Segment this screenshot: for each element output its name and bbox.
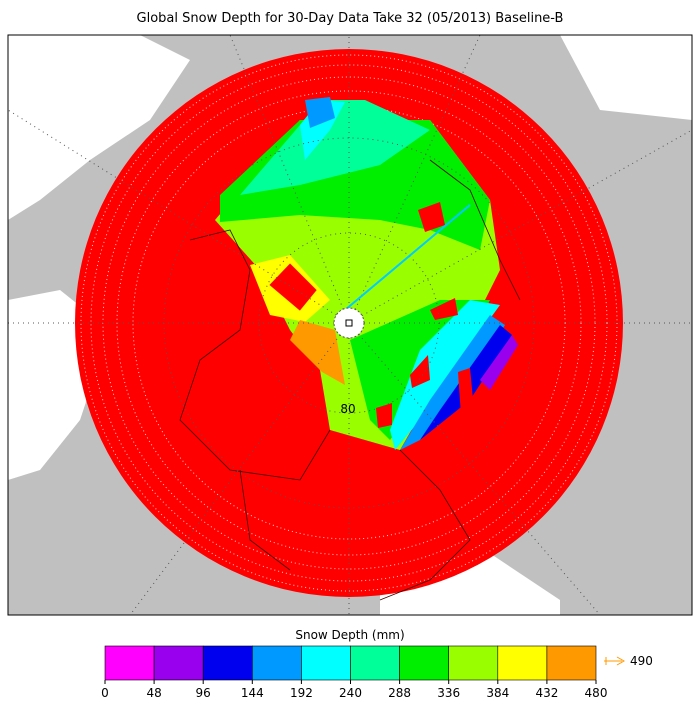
legend-swatch: [104, 645, 155, 681]
legend-swatch: [448, 645, 499, 681]
snow-patch: [410, 355, 430, 388]
legend-tick-label: 48: [146, 686, 161, 700]
legend-tick-label: 240: [339, 686, 362, 700]
legend-swatch: [252, 645, 302, 681]
snow-patch: [430, 298, 458, 320]
legend-swatch: [399, 645, 450, 681]
colorbar: 0 48 96 144 192 240 288 336 384 432 480 490: [101, 645, 653, 700]
snow-patch: [266, 260, 320, 314]
coastline: [179, 159, 521, 601]
legend-tick-label: 384: [486, 686, 509, 700]
overflow-arrow-head: [616, 656, 626, 666]
depth-region: [290, 320, 345, 385]
pole-hole: [333, 307, 365, 339]
overflow-label: 490: [630, 654, 653, 668]
ocean: [8, 35, 190, 220]
ocean: [560, 35, 692, 120]
legend-swatch: [202, 645, 253, 681]
map-frame: [7, 34, 693, 616]
legend-swatch: [153, 645, 204, 681]
legend-swatch: [497, 645, 548, 681]
depth-region: [240, 100, 430, 195]
legend-tick-label: 96: [196, 686, 211, 700]
snow-patch: [458, 368, 475, 430]
legend-tick-label: 432: [535, 686, 558, 700]
graticule: [8, 35, 692, 615]
legend-tick-label: 144: [241, 686, 264, 700]
depth-region: [480, 335, 518, 390]
depth-region: [305, 97, 335, 128]
depth-region: [400, 315, 505, 450]
latitude-label: 80: [340, 402, 355, 416]
legend-tick-label: 192: [290, 686, 313, 700]
depth-region: [390, 300, 500, 450]
legend-tick-label: 336: [437, 686, 460, 700]
legend-tick-label: 480: [585, 686, 608, 700]
legend-swatch: [546, 645, 597, 681]
track: [344, 204, 471, 311]
snow-patch: [418, 202, 445, 232]
snow-patch: [376, 403, 392, 428]
legend-title: Snow Depth (mm): [295, 628, 404, 642]
legend-swatch: [301, 645, 351, 681]
map: 80: [7, 34, 693, 616]
legend-tick-label: 0: [101, 686, 109, 700]
title: Global Snow Depth for 30-Day Data Take 3…: [137, 11, 564, 26]
legend-tick-label: 288: [388, 686, 411, 700]
pole: [345, 319, 353, 327]
legend-swatch: [350, 645, 400, 681]
